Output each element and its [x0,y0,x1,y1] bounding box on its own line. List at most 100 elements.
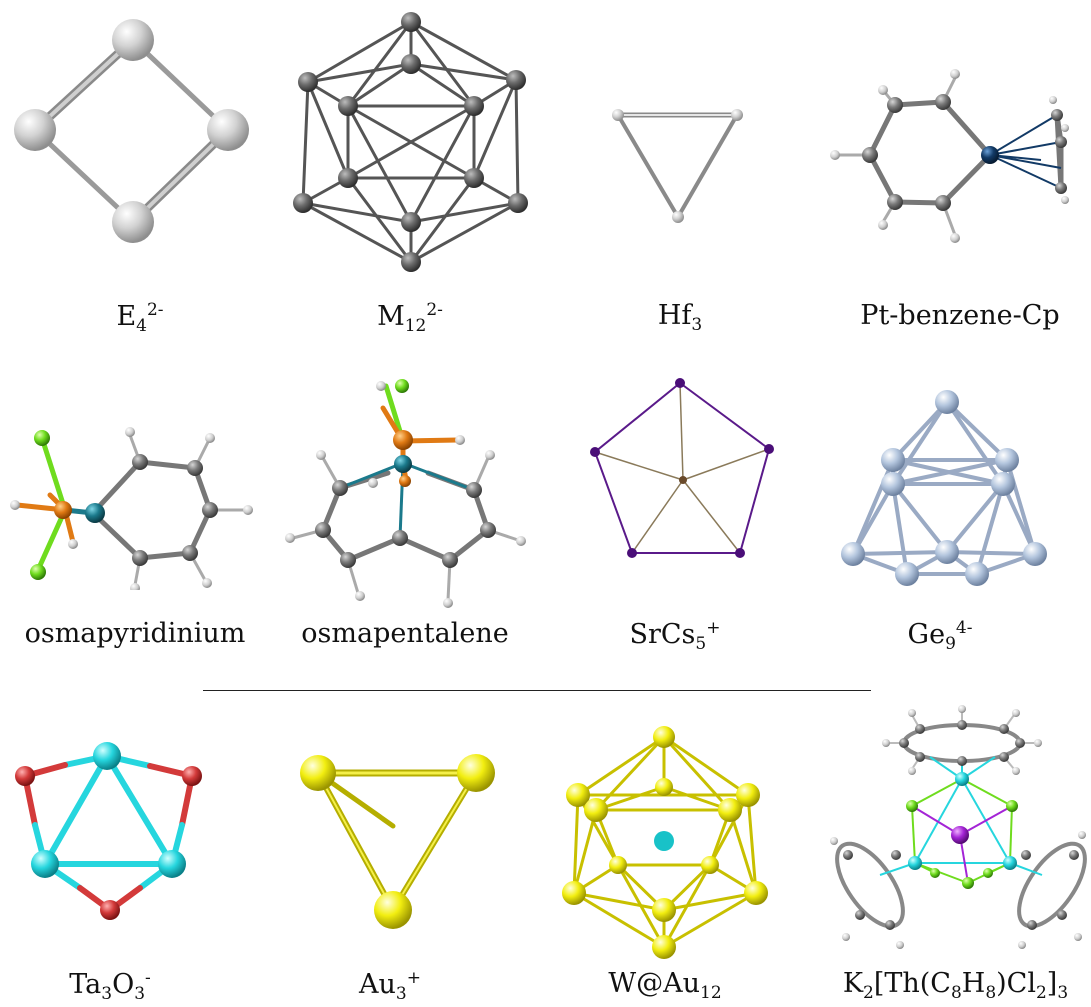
formula-part: 12 [700,983,722,1003]
formula-part: Hf [657,300,692,331]
cesium-atom [590,447,600,457]
germanium-atom [995,448,1019,472]
carbon-atom [315,522,331,538]
gold-atom [744,881,768,905]
carbon-atom [202,502,218,518]
formula-part: W@Au [608,968,700,999]
formula-part: 5 [695,634,707,654]
gold-atom [584,798,608,822]
pt-benzene-cp-structure [830,69,1069,243]
m12-atom [401,54,421,74]
tungsten-atom [654,831,674,851]
m12-atom [401,252,421,272]
m12-atom [401,12,421,32]
formula-part: 3 [101,984,113,1004]
germanium-atom [881,448,905,472]
chlorine-atom [930,868,940,878]
hf3-atom [731,109,743,121]
e4-structure [14,19,249,243]
hydrogen-atom [243,505,253,515]
gold-atom [653,726,675,748]
hydrogen-atom [896,941,904,949]
formula-part: + [706,618,721,638]
phosphorus-atom [54,501,72,519]
row-separator [203,690,871,691]
hydrogen-atom [1061,196,1069,204]
thorium-atom [908,856,922,870]
m12-atom [338,96,358,116]
label-m12: M122- [290,300,530,336]
m12-atom [508,193,528,213]
germanium-atom [841,542,865,566]
formula-part: osmapyridinium [24,618,246,649]
carbon-atom [887,97,903,113]
e4-atom [112,201,154,243]
m12-atom [401,212,421,232]
hydrogen-atom [285,533,295,543]
e4-atom [112,19,154,61]
formula-part: + [406,968,421,988]
hydrogen-atom [376,381,386,391]
label-hf3: Hf3 [560,300,800,335]
label-ge9: Ge94- [820,618,1060,654]
carbon-atom [887,194,903,210]
germanium-atom [895,562,919,586]
formula-part: 2 [1035,983,1047,1003]
gold-atom [374,891,412,929]
formula-part: )Cl [996,968,1036,999]
carbon-atom [843,850,853,860]
hydrogen-atom [125,427,135,437]
hydrogen-atom [1061,124,1069,132]
carbon-atom [915,752,925,762]
formula-part: 2 [862,983,874,1003]
formula-part: 2- [146,300,164,320]
oxygen-atom [100,900,120,920]
germanium-atom [935,540,959,564]
hydrogen-atom [516,536,526,546]
osmapentalene-structure [285,379,526,608]
formula-part: osmapentalene [301,618,509,649]
chlorine-atom [30,564,46,580]
cesium-atom [735,548,745,558]
hydrogen-atom [830,150,840,160]
chlorine-atom [983,868,993,878]
carbon-atom [915,724,925,734]
formula-part: 3 [395,984,407,1004]
label-srcs5: SrCs5+ [555,618,795,654]
formula-part: SrCs [629,619,696,650]
carbon-atom [1051,109,1063,121]
gold-atom [655,778,673,796]
carbon-atom [935,94,951,110]
tantalum-atom [31,850,59,878]
hydrogen-atom [485,450,495,460]
carbon-atom [891,850,901,860]
gold-atom [300,755,336,791]
hydrogen-atom [355,591,365,601]
phosphorus-atom [399,475,411,487]
hf3-structure [612,109,743,223]
label-osmapentalene: osmapentalene [275,618,535,649]
thorium-atom [1003,856,1017,870]
carbon-atom [999,724,1009,734]
hydrogen-atom [1034,739,1042,747]
carbon-atom [957,756,967,766]
osmapyridinium-structure [10,427,253,590]
hydrogen-atom [1078,831,1086,839]
hydrogen-atom [878,85,888,95]
carbon-atom [899,738,909,748]
hydrogen-atom [202,578,212,588]
formula-part: E [116,301,137,332]
hydrogen-atom [1049,96,1057,104]
oxygen-atom [182,766,202,786]
m12-structure [293,12,528,272]
germanium-atom [881,472,905,496]
m12-atom [506,70,526,90]
germanium-atom [935,390,959,414]
gold-atom [718,798,742,822]
carbon-atom [855,910,865,920]
gold-atom [652,898,676,922]
formula-part: 2- [426,300,443,320]
chlorine-atom [962,877,974,889]
cesium-atom [675,378,685,388]
m12-atom [464,168,484,188]
